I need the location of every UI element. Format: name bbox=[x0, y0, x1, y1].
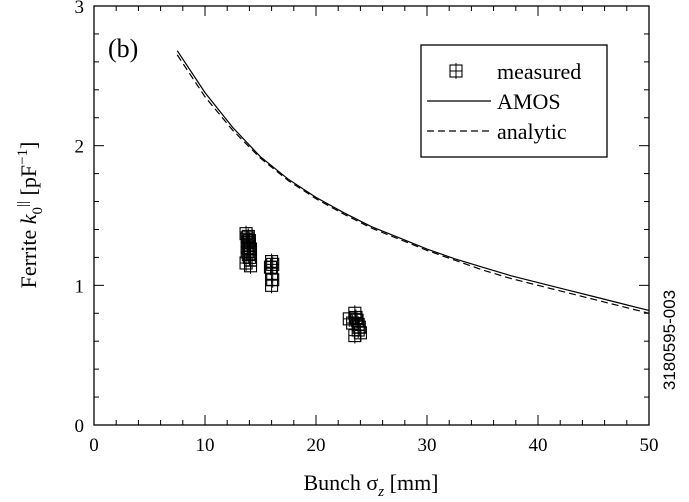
y-axis-title-var: k bbox=[16, 213, 41, 224]
legend: measured AMOS analytic bbox=[420, 44, 608, 158]
legend-amos-label: AMOS bbox=[497, 89, 561, 114]
x-axis-title-main: Bunch σ bbox=[303, 470, 378, 495]
amos-curve bbox=[176, 50, 650, 312]
x-tick-label: 0 bbox=[89, 435, 99, 456]
analytic-curve bbox=[176, 54, 650, 314]
panel-label: (b) bbox=[108, 34, 138, 63]
x-axis-title-unit: [mm] bbox=[384, 470, 438, 495]
measured-markers bbox=[239, 225, 367, 344]
x-axis-title-sub: z bbox=[377, 484, 384, 500]
curves bbox=[176, 50, 650, 314]
legend-marker-shape bbox=[449, 63, 463, 79]
legend-measured-marker bbox=[449, 63, 463, 79]
measured-point bbox=[263, 259, 278, 276]
legend-analytic-label: analytic bbox=[497, 119, 567, 144]
y-tick-label: 1 bbox=[75, 276, 85, 297]
measured-point bbox=[351, 322, 365, 339]
plot-frame bbox=[93, 5, 650, 426]
x-axis-title: Bunch σz [mm] bbox=[303, 470, 438, 500]
y-axis-title: Ferrite k0|| [pF−1] bbox=[15, 142, 46, 289]
measured-point bbox=[350, 312, 364, 329]
measured-point bbox=[242, 232, 256, 249]
measured-point bbox=[265, 277, 279, 294]
x-tick-label: 30 bbox=[418, 435, 437, 456]
measured-point bbox=[243, 257, 258, 274]
y-axis-title-sup: || bbox=[15, 201, 31, 207]
y-axis-title-unit: [pF bbox=[16, 165, 41, 201]
x-tick-label: 10 bbox=[196, 435, 215, 456]
y-axis-title-unit-end: ] bbox=[16, 142, 41, 149]
y-tick-label: 0 bbox=[75, 416, 85, 437]
x-tick-label: 20 bbox=[307, 435, 326, 456]
y-tick-label: 2 bbox=[75, 137, 85, 158]
y-axis-title-sub: 0 bbox=[30, 207, 46, 215]
tick-labels: 0 10 20 30 40 50 0 1 2 3 bbox=[75, 0, 659, 456]
x-tick-label: 50 bbox=[640, 435, 659, 456]
x-tick-label: 40 bbox=[529, 435, 548, 456]
figure-id-label: 3180595-003 bbox=[660, 290, 679, 390]
legend-measured-label: measured bbox=[497, 59, 581, 84]
y-axis-title-prefix: Ferrite bbox=[16, 224, 41, 288]
y-tick-label: 3 bbox=[75, 0, 85, 18]
measured-point bbox=[349, 309, 363, 326]
measured-point bbox=[266, 256, 280, 273]
measured-point bbox=[240, 239, 254, 256]
y-axis-title-unit-sup: −1 bbox=[15, 149, 31, 165]
